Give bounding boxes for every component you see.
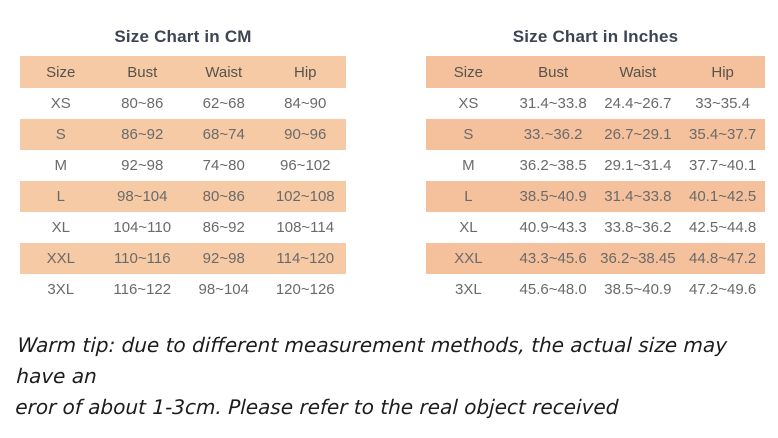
size-label: S <box>20 119 102 150</box>
size-label: XS <box>458 95 479 112</box>
size-label: M <box>462 157 475 174</box>
size-label: M <box>54 157 68 174</box>
size-chart-inches: Size Chart in Inches Size Bust Waist Hip XS… <box>426 27 765 305</box>
cm-chart-title: Size Chart in CM <box>114 27 252 46</box>
waist-value: 36.2~38.45 <box>595 243 681 274</box>
cm-size-table: Size Bust Waist Hip XS 80~86 62~68 84~90 S 86~92… <box>20 56 346 305</box>
size-row-3xl: 3XL 116~122 98~104 120~126 <box>20 274 346 305</box>
size-label: XS <box>50 95 71 112</box>
size-row-s: S 33.~36.2 26.7~29.1 35.4~37.7 <box>426 119 765 150</box>
size-row-xl: XL 104~110 86~92 108~114 <box>20 212 346 243</box>
size-label: L <box>426 181 511 212</box>
waist-value: 74~80 <box>202 157 245 174</box>
waist-value: 38.5~40.9 <box>604 281 672 298</box>
size-row-l: L 38.5~40.9 31.4~33.8 40.1~42.5 <box>426 181 765 212</box>
size-row-xs: XS 31.4~33.8 24.4~26.7 33~35.4 <box>426 88 765 119</box>
column-header-size: Size <box>426 56 511 88</box>
bust-value: 80~86 <box>121 95 164 112</box>
waist-value: 29.1~31.4 <box>604 157 672 174</box>
warm-tip-note: Warm tip: due to different measurement m… <box>15 330 770 423</box>
bust-value: 43.3~45.6 <box>510 243 596 274</box>
bust-value: 31.4~33.8 <box>519 95 587 112</box>
bust-value: 86~92 <box>101 119 183 150</box>
column-header-waist: Waist <box>183 56 265 88</box>
column-header-hip: Hip <box>264 56 346 88</box>
bust-value: 92~98 <box>121 157 164 174</box>
hip-value: 33~35.4 <box>695 95 750 112</box>
column-header-waist: Waist <box>595 56 681 88</box>
hip-value: 102~108 <box>264 181 346 212</box>
waist-value: 62~68 <box>202 95 245 112</box>
size-label: 3XL <box>455 281 482 298</box>
hip-value: 108~114 <box>276 219 335 236</box>
size-label: XXL <box>426 243 511 274</box>
bust-value: 110~116 <box>101 243 183 274</box>
inches-size-table: Size Bust Waist Hip XS 31.4~33.8 24.4~26.7 33~… <box>426 56 765 305</box>
bust-value: 98~104 <box>101 181 183 212</box>
size-row-s: S 86~92 68~74 90~96 <box>20 119 346 150</box>
hip-value: 42.5~44.8 <box>689 219 757 236</box>
cm-header-row: Size Bust Waist Hip <box>20 56 346 88</box>
waist-value: 26.7~29.1 <box>595 119 681 150</box>
hip-value: 84~90 <box>284 95 327 112</box>
size-row-xxl: XXL 110~116 92~98 114~120 <box>20 243 346 274</box>
size-row-l: L 98~104 80~86 102~108 <box>20 181 346 212</box>
bust-value: 116~122 <box>113 281 172 298</box>
bust-value: 45.6~48.0 <box>519 281 587 298</box>
column-header-size: Size <box>20 56 102 88</box>
bust-value: 33.~36.2 <box>510 119 596 150</box>
size-row-xs: XS 80~86 62~68 84~90 <box>20 88 346 119</box>
warm-tip-line-1: Warm tip: due to different measurement m… <box>15 333 728 388</box>
waist-value: 31.4~33.8 <box>595 181 681 212</box>
size-label: 3XL <box>47 281 75 298</box>
size-label: XXL <box>20 243 102 274</box>
inches-chart-title: Size Chart in Inches <box>512 27 679 46</box>
waist-value: 80~86 <box>183 181 265 212</box>
bust-value: 38.5~40.9 <box>510 181 596 212</box>
size-label: L <box>20 181 102 212</box>
hip-value: 47.2~49.6 <box>689 281 757 298</box>
bust-value: 36.2~38.5 <box>519 157 587 174</box>
hip-value: 90~96 <box>264 119 346 150</box>
size-row-m: M 92~98 74~80 96~102 <box>20 150 346 181</box>
hip-value: 120~126 <box>275 281 335 298</box>
column-header-hip: Hip <box>680 56 765 88</box>
hip-value: 96~102 <box>280 157 331 174</box>
hip-value: 40.1~42.5 <box>680 181 765 212</box>
size-row-m: M 36.2~38.5 29.1~31.4 37.7~40.1 <box>426 150 765 181</box>
hip-value: 44.8~47.2 <box>680 243 765 274</box>
column-header-bust: Bust <box>101 56 183 88</box>
size-row-xl: XL 40.9~43.3 33.8~36.2 42.5~44.8 <box>426 212 765 243</box>
bust-value: 40.9~43.3 <box>519 219 587 236</box>
waist-value: 92~98 <box>183 243 265 274</box>
warm-tip-line-2: eror of about 1-3cm. Please refer to the… <box>14 395 619 419</box>
size-row-3xl: 3XL 45.6~48.0 38.5~40.9 47.2~49.6 <box>426 274 765 305</box>
column-header-bust: Bust <box>510 56 596 88</box>
size-label: XL <box>51 219 70 236</box>
waist-value: 33.8~36.2 <box>604 219 672 236</box>
hip-value: 35.4~37.7 <box>680 119 765 150</box>
waist-value: 24.4~26.7 <box>604 95 672 112</box>
waist-value: 98~104 <box>198 281 249 298</box>
inches-header-row: Size Bust Waist Hip <box>426 56 765 88</box>
waist-value: 86~92 <box>202 219 245 236</box>
waist-value: 68~74 <box>183 119 265 150</box>
hip-value: 114~120 <box>264 243 346 274</box>
bust-value: 104~110 <box>113 219 172 236</box>
size-chart-cm: Size Chart in CM Size Bust Waist Hip XS 80~8… <box>20 27 346 305</box>
size-label: S <box>426 119 511 150</box>
size-row-xxl: XXL 43.3~45.6 36.2~38.45 44.8~47.2 <box>426 243 765 274</box>
size-label: XL <box>459 219 478 236</box>
hip-value: 37.7~40.1 <box>689 157 757 174</box>
